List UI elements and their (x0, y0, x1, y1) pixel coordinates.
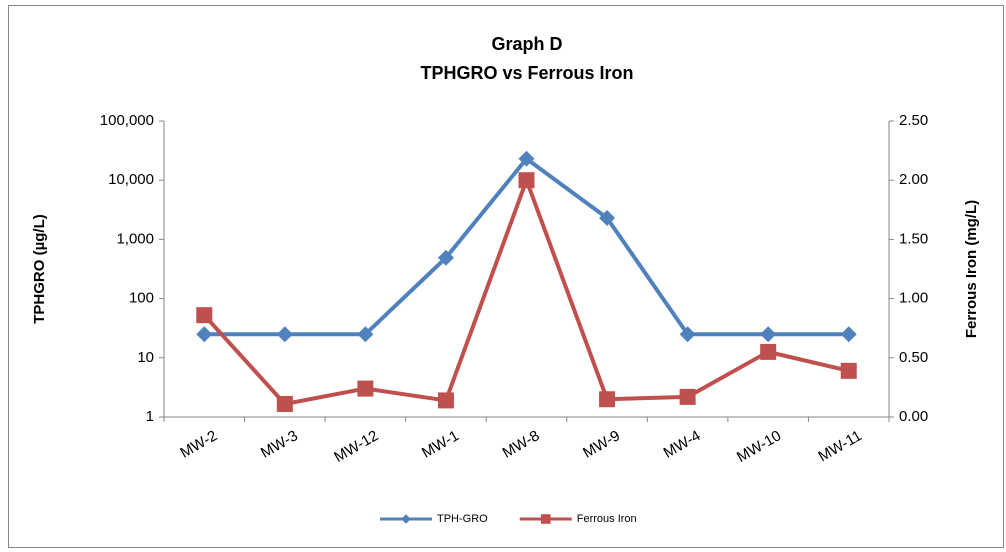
y2-tick-label: 2.50 (899, 112, 928, 129)
y2-tick-label: 1.50 (899, 230, 928, 247)
marker (679, 388, 696, 405)
y-axis-label: TPHGRO (µg/L) (31, 214, 48, 323)
marker (599, 209, 616, 226)
marker (760, 326, 777, 343)
y-tick-label: 100,000 (100, 112, 154, 129)
chart-border (8, 5, 1004, 548)
y2-tick-label: 1.00 (899, 290, 928, 307)
y-tick-label: 1 (146, 408, 154, 425)
legend-label: TPH-GRO (437, 513, 488, 525)
y-tick-label: 10,000 (108, 171, 154, 188)
y-tick-label: 100 (129, 290, 154, 307)
y2-tick-label: 2.00 (899, 171, 928, 188)
y-tick-label: 1,000 (116, 230, 154, 247)
marker (437, 392, 454, 409)
marker (437, 249, 454, 266)
marker (760, 343, 777, 360)
y2-tick-label: 0.50 (899, 349, 928, 366)
marker (518, 172, 535, 189)
marker (196, 307, 213, 324)
marker (840, 326, 857, 343)
legend-marker (540, 514, 551, 524)
marker (599, 391, 616, 408)
marker (357, 380, 374, 397)
chart-title: Graph D (491, 34, 562, 54)
chart-subtitle: TPHGRO vs Ferrous Iron (420, 63, 633, 83)
marker (357, 326, 374, 343)
marker (840, 362, 857, 379)
marker (276, 326, 293, 343)
y2-axis-label: Ferrous Iron (mg/L) (963, 200, 980, 338)
y-tick-label: 10 (137, 349, 154, 366)
marker (196, 326, 213, 343)
marker (518, 150, 535, 167)
marker (276, 395, 293, 412)
y2-tick-label: 0.00 (899, 408, 928, 425)
marker (679, 326, 696, 343)
legend-label: Ferrous Iron (577, 513, 637, 525)
